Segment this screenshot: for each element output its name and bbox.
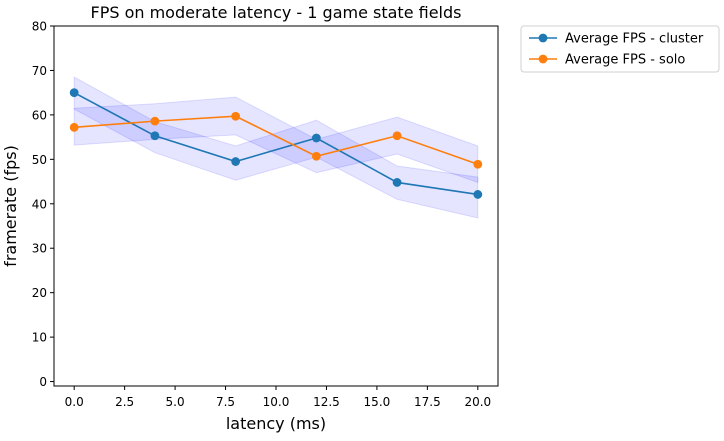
data-point-0 — [150, 131, 160, 141]
x-tick-label: 12.5 — [313, 395, 340, 409]
data-point-1 — [473, 159, 483, 169]
x-tick-label: 10.0 — [263, 395, 290, 409]
series-lines — [69, 88, 483, 199]
legend-label-0: Average FPS - cluster — [565, 32, 704, 47]
y-axis-label: framerate (fps) — [1, 145, 20, 267]
data-point-0 — [311, 133, 321, 143]
x-axis-label: latency (ms) — [226, 414, 326, 433]
data-point-1 — [69, 122, 79, 132]
y-tick-label: 50 — [32, 153, 47, 167]
legend-marker-0 — [538, 33, 548, 43]
y-tick-label: 30 — [32, 242, 47, 256]
x-tick-label: 2.5 — [115, 395, 134, 409]
legend-label-1: Average FPS - solo — [565, 53, 685, 68]
data-point-1 — [150, 116, 160, 126]
axes: 0.0 2.5 5.0 7.5 10.0 12.5 15.0 17.5 20.0 0 10 20 30 4… — [32, 20, 499, 409]
y-tick-label: 80 — [32, 20, 47, 34]
data-point-1 — [311, 151, 321, 161]
y-tick-label: 20 — [32, 286, 47, 300]
data-point-1 — [392, 131, 402, 141]
y-tick-label: 10 — [32, 331, 47, 345]
legend-marker-1 — [538, 54, 548, 64]
x-tick-label: 5.0 — [166, 395, 185, 409]
x-tick-label: 7.5 — [216, 395, 235, 409]
x-tick-label: 20.0 — [464, 395, 491, 409]
legend-box — [520, 25, 720, 73]
data-point-1 — [231, 111, 241, 121]
data-point-0 — [392, 178, 402, 187]
y-tick-label: 0 — [39, 375, 47, 389]
y-tick-label: 60 — [32, 108, 47, 122]
y-tick-label: 40 — [32, 197, 47, 211]
legend: Average FPS - cluster Average FPS - solo — [520, 25, 720, 73]
data-point-0 — [473, 190, 483, 199]
x-tick-label: 15.0 — [364, 395, 391, 409]
data-point-0 — [231, 157, 241, 166]
confidence-band-0 — [73, 76, 479, 219]
series-line-0 — [73, 91, 478, 196]
confidence-bands — [73, 76, 479, 219]
series-line-1 — [74, 115, 479, 165]
y-tick-label: 70 — [32, 64, 47, 78]
data-point-0 — [69, 88, 79, 98]
chart-title: FPS on moderate latency - 1 game state f… — [90, 3, 461, 22]
x-tick-label: 0.0 — [65, 395, 84, 409]
x-tick-label: 17.5 — [414, 395, 441, 409]
